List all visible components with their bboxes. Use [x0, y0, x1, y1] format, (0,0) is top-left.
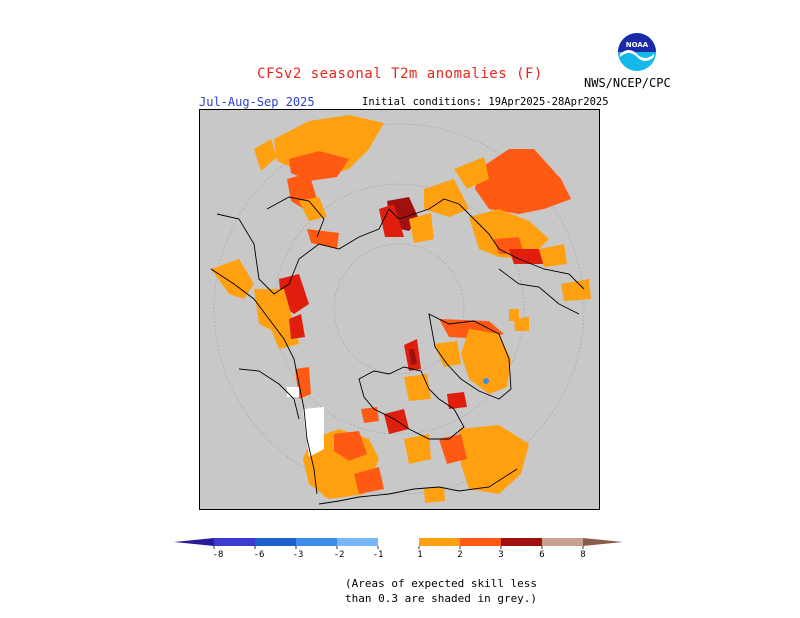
map-title: CFSv2 seasonal T2m anomalies (F): [257, 66, 543, 82]
tick-label: 3: [498, 550, 503, 560]
agency-label: NWS/NCEP/CPC: [584, 76, 671, 90]
logo-text: NOAA: [626, 41, 649, 49]
noaa-logo: NOAA: [618, 33, 656, 71]
tick-label: -2: [334, 550, 345, 560]
tick-label: 6: [539, 550, 544, 560]
colorbar-left-arrow: [174, 538, 214, 546]
footnote-line-1: (Areas of expected skill less: [345, 577, 538, 590]
tick-label: -6: [254, 550, 265, 560]
cold-anomaly-spot: [483, 378, 489, 384]
colorbar-right-arrow: [583, 538, 623, 546]
colorbar: -8 -6 -3 -2 -1 1 2 3 6 8: [174, 538, 623, 560]
tick-label: -3: [293, 550, 304, 560]
tick-label: -1: [373, 550, 384, 560]
coastlines: [210, 196, 585, 505]
forecast-period: Jul-Aug-Sep 2025: [199, 95, 315, 109]
tick-label: 8: [580, 550, 585, 560]
skill-footnote: (Areas of expected skill less than 0.3 a…: [345, 576, 537, 606]
initial-conditions: Initial conditions: 19Apr2025-28Apr2025: [362, 96, 609, 108]
tick-label: 1: [417, 550, 422, 560]
anomaly-patches: [211, 115, 591, 503]
tick-label: -8: [213, 550, 224, 560]
footnote-line-2: than 0.3 are shaded in grey.): [345, 592, 538, 605]
tick-label: 2: [457, 550, 462, 560]
anomaly-map: [199, 109, 600, 510]
